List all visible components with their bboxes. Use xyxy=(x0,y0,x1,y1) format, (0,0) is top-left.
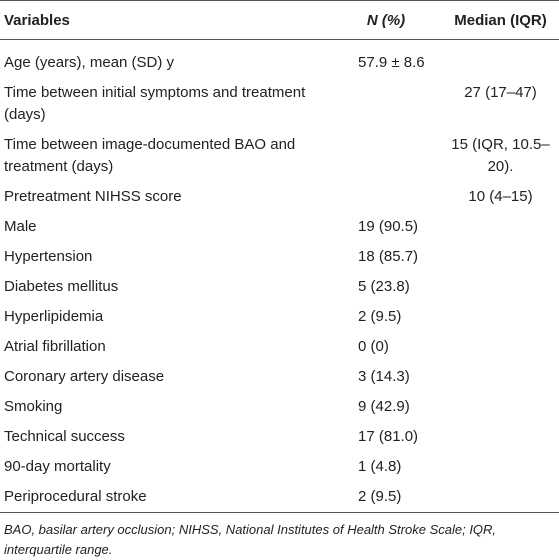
table-row: Smoking 9 (42.9) xyxy=(0,392,559,422)
header-row: Variables N (%) Median (IQR) xyxy=(0,0,559,40)
table-cell: Time between image-documented BAO and tr… xyxy=(4,136,296,175)
table-row: Male 19 (90.5) xyxy=(0,212,559,242)
column-header: Median (IQR) xyxy=(454,11,547,29)
table-cell xyxy=(330,78,442,130)
table-cell: 5 (23.8) xyxy=(358,278,410,295)
table-cell: Periprocedural stroke xyxy=(4,488,147,505)
table-cell: Coronary artery disease xyxy=(4,368,165,385)
table-cell: Time between initial symptoms and treatm… xyxy=(4,84,306,123)
table-cell: 27 (17–47) xyxy=(464,84,537,101)
table-cell: 57.9 ± 8.6 xyxy=(358,54,425,71)
table-cell: 18 (85.7) xyxy=(358,248,419,265)
table-cell: Diabetes mellitus xyxy=(4,278,119,295)
table-cell xyxy=(442,482,559,513)
table-row: Time between initial symptoms and treatm… xyxy=(0,78,559,130)
table-cell: 90-day mortality xyxy=(4,458,111,475)
table-row: Atrial fibrillation 0 (0) xyxy=(0,332,559,362)
table-cell: 3 (14.3) xyxy=(358,368,410,385)
table-cell xyxy=(442,242,559,272)
table-cell: Hyperlipidemia xyxy=(4,308,104,325)
table-cell xyxy=(442,272,559,302)
table-cell xyxy=(442,422,559,452)
table-cell: 19 (90.5) xyxy=(358,218,419,235)
footnote: BAO, basilar artery occlusion; NIHSS, Na… xyxy=(4,522,497,557)
table-row: Periprocedural stroke 2 (9.5) xyxy=(0,482,559,513)
table-cell: 2 (9.5) xyxy=(358,308,402,325)
table-cell: Pretreatment NIHSS score xyxy=(4,188,182,205)
table-cell: 17 (81.0) xyxy=(358,428,419,445)
table-cell: 15 (IQR, 10.5–20). xyxy=(451,136,550,175)
table-row: Diabetes mellitus 5 (23.8) xyxy=(0,272,559,302)
table-row: 90-day mortality 1 (4.8) xyxy=(0,452,559,482)
table-cell: 9 (42.9) xyxy=(358,398,410,415)
table-cell: 2 (9.5) xyxy=(358,488,402,505)
table-row: Technical success 17 (81.0) xyxy=(0,422,559,452)
column-header: Variables xyxy=(4,11,70,29)
table-cell xyxy=(330,130,442,182)
table-row: Hyperlipidemia 2 (9.5) xyxy=(0,302,559,332)
table-cell xyxy=(330,182,442,212)
table-cell: Male xyxy=(4,218,37,235)
table-cell: Smoking xyxy=(4,398,63,415)
table-row: Pretreatment NIHSS score 10 (4–15) xyxy=(0,182,559,212)
table-cell xyxy=(442,332,559,362)
table-cell xyxy=(442,362,559,392)
table-cell xyxy=(442,392,559,422)
table-row: Time between image-documented BAO and tr… xyxy=(0,130,559,182)
table-cell: Atrial fibrillation xyxy=(4,338,106,355)
column-header: N (%) xyxy=(366,11,406,29)
table-body: Age (years), mean (SD) y 57.9 ± 8.6 Time b… xyxy=(0,40,559,513)
table-cell xyxy=(442,40,559,79)
table-cell xyxy=(442,452,559,482)
table-cell xyxy=(442,212,559,242)
table-cell: 1 (4.8) xyxy=(358,458,402,475)
table-row: Age (years), mean (SD) y 57.9 ± 8.6 xyxy=(0,40,559,79)
data-table: Variables N (%) Median (IQR) Age (years)… xyxy=(0,0,559,513)
table-cell xyxy=(442,302,559,332)
table-row: Coronary artery disease 3 (14.3) xyxy=(0,362,559,392)
table-cell: 0 (0) xyxy=(358,338,389,355)
table-cell: 10 (4–15) xyxy=(468,188,533,205)
table-cell: Technical success xyxy=(4,428,125,445)
table-cell: Hypertension xyxy=(4,248,93,265)
table-cell: Age (years), mean (SD) y xyxy=(4,54,175,71)
table-row: Hypertension 18 (85.7) xyxy=(0,242,559,272)
